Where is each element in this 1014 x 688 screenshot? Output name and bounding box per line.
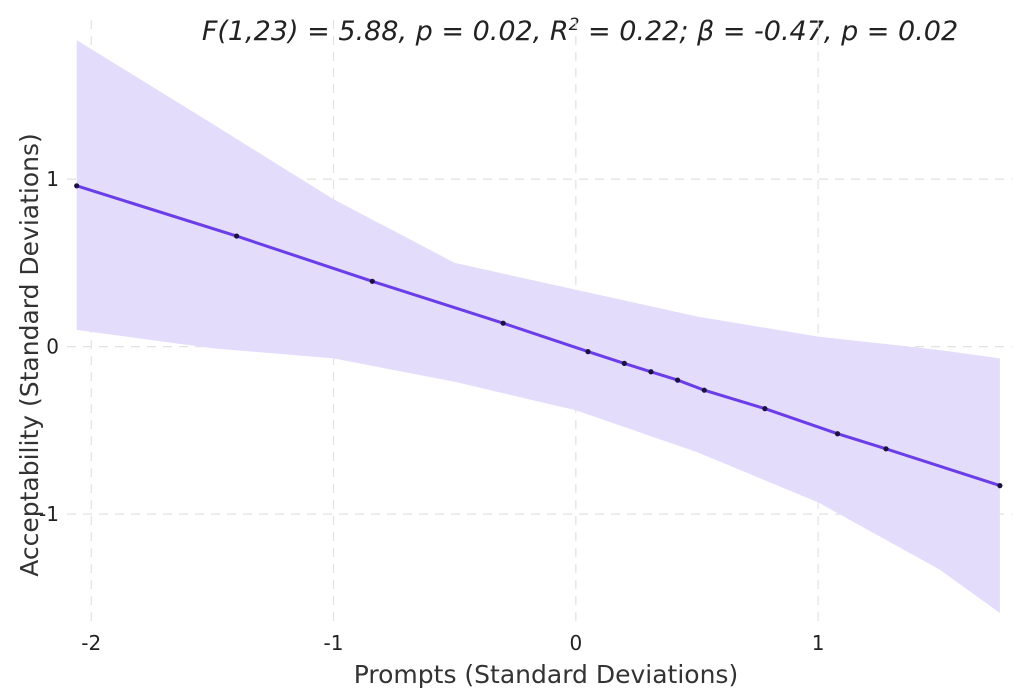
data-point: [834, 431, 841, 437]
data-point: [648, 369, 654, 375]
data-point: [234, 233, 240, 239]
y-tick-label: 0: [46, 335, 59, 359]
data-point: [74, 183, 80, 189]
data-point: [997, 483, 1003, 489]
y-axis-ticks: -1 0 1: [39, 167, 59, 526]
data-point: [585, 349, 591, 355]
x-tick-label: 1: [812, 631, 825, 655]
x-axis-label: Prompts (Standard Deviations): [354, 660, 738, 688]
data-point: [621, 360, 627, 366]
chart-title-part2: = 0.22; β = -0.47, p = 0.02: [579, 16, 958, 47]
x-axis-ticks: -2 -1 0 1: [81, 631, 824, 655]
confidence-band: [76, 40, 1000, 614]
y-axis-label: Acceptability (Standard Deviations): [15, 133, 44, 577]
data-point: [762, 406, 768, 412]
data-point: [883, 446, 889, 452]
chart-title: F(1,23) = 5.88, p = 0.02, R2 = 0.22; β =…: [202, 15, 958, 47]
x-tick-label: 0: [569, 631, 582, 655]
y-tick-label: -1: [39, 502, 59, 526]
y-tick-label: 1: [46, 167, 59, 191]
chart-title-superscript: 2: [569, 15, 580, 35]
data-points: [74, 183, 1003, 489]
data-point: [701, 387, 707, 393]
chart-title-part1: F(1,23) = 5.88, p = 0.02, R: [202, 16, 569, 47]
data-point: [369, 278, 375, 284]
data-point: [675, 377, 681, 383]
x-tick-label: -1: [324, 631, 344, 655]
x-tick-label: -2: [81, 631, 101, 655]
data-point: [500, 320, 506, 326]
